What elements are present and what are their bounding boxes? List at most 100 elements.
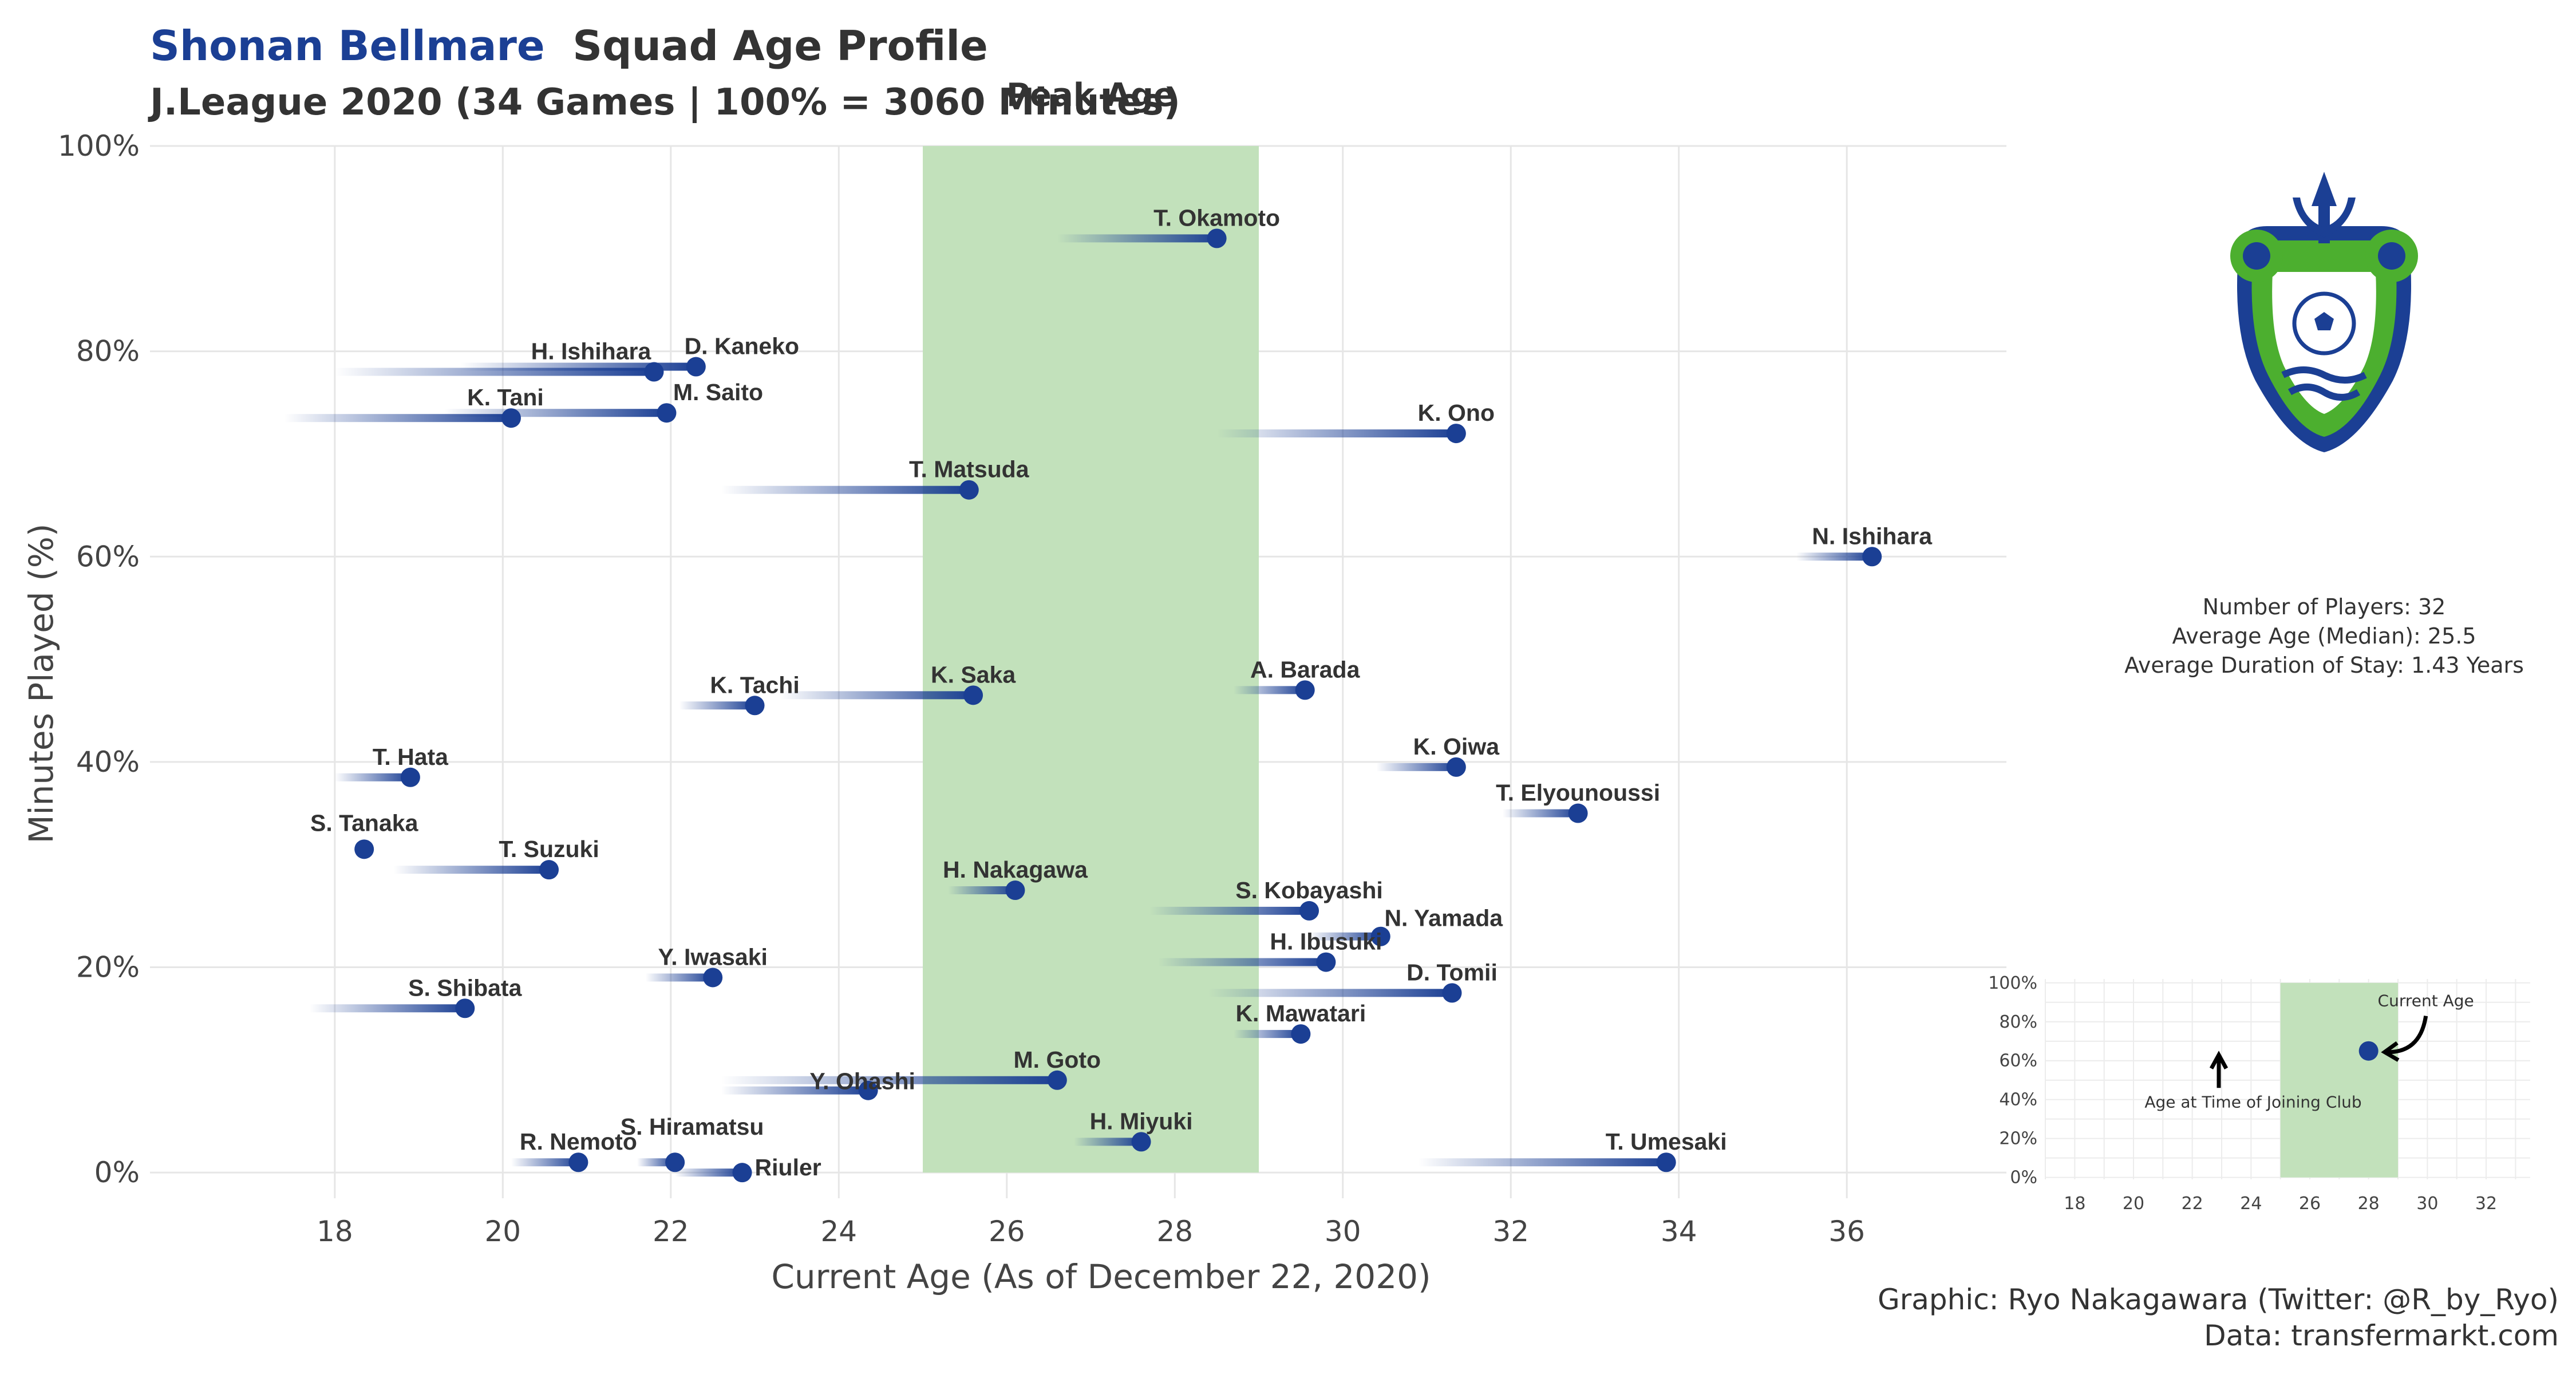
legend-y-tick: 40% [1999, 1090, 2037, 1110]
player-point [501, 408, 521, 428]
player-point [1131, 1132, 1151, 1152]
player-trail [1233, 1030, 1301, 1039]
player-trail [1208, 989, 1452, 997]
player-point [1446, 757, 1466, 777]
player-label: M. Saito [673, 379, 763, 405]
player-trail [1502, 809, 1578, 818]
legend-y-tick: 60% [1999, 1051, 2037, 1071]
player-label: T. Suzuki [499, 836, 599, 862]
legend-x-tick: 24 [2240, 1194, 2262, 1214]
player-label: H. Nakagawa [943, 856, 1088, 883]
player-label: T. Okamoto [1153, 204, 1280, 231]
player-label: N. Yamada [1384, 905, 1503, 931]
player-point [703, 968, 723, 988]
player-trail [334, 368, 654, 376]
stat-median-age: Average Age (Median): 25.5 [2172, 623, 2476, 649]
player-label: T. Matsuda [909, 456, 1030, 483]
player-label: A. Barada [1250, 656, 1361, 682]
player-label: S. Shibata [408, 974, 522, 1001]
player-trail [1074, 1138, 1141, 1146]
player-label: K. Oiwa [1413, 733, 1500, 760]
player-point [657, 403, 677, 423]
player-point [1295, 680, 1315, 700]
player-point [1291, 1024, 1311, 1044]
y-tick-label: 100% [58, 129, 140, 163]
legend-y-tick: 0% [2010, 1168, 2037, 1188]
player-trail [1216, 429, 1456, 438]
legend-x-tick: 30 [2416, 1194, 2438, 1214]
x-tick-label: 22 [653, 1215, 689, 1248]
player-trail [1376, 763, 1456, 771]
legend-x-tick: 26 [2299, 1194, 2321, 1214]
player-trail [511, 1158, 579, 1167]
legend-current-arrowhead [2381, 1041, 2400, 1062]
caption-credit: Graphic: Ryo Nakagawara (Twitter: @R_by_… [1878, 1283, 2559, 1316]
player-point [1316, 952, 1336, 972]
player-point [400, 767, 420, 787]
player-trail [780, 691, 974, 700]
x-tick-label: 34 [1661, 1215, 1697, 1248]
peak-age-band [923, 146, 1259, 1173]
player-point [959, 480, 979, 500]
player-point [1568, 803, 1588, 823]
legend-x-tick: 20 [2123, 1194, 2144, 1214]
player-label: H. Miyuki [1090, 1108, 1193, 1134]
legend-y-tick: 100% [1988, 973, 2037, 993]
player-point [1862, 547, 1882, 567]
x-tick-label: 32 [1492, 1215, 1529, 1248]
player-label: D. Kaneko [685, 333, 800, 360]
player-trail [334, 773, 410, 781]
legend-ticks: 18 20 22 24 26 28 30 32 0% 20% 40% 60% 80% 100% [1988, 973, 2497, 1214]
title-team: Shonan Bellmare [150, 22, 545, 70]
player-label: Y. Ohashi [809, 1068, 915, 1095]
player-trail [1418, 1158, 1666, 1167]
y-tick-label: 20% [76, 951, 140, 984]
club-crest-logo [2230, 172, 2418, 452]
x-axis-title: Current Age (As of December 22, 2020) [771, 1257, 1431, 1296]
stat-duration: Average Duration of Stay: 1.43 Years [2124, 653, 2524, 678]
player-trail [721, 485, 969, 494]
player-point [1207, 228, 1227, 248]
player-label: K. Mawatari [1235, 1000, 1366, 1026]
player-label: H. Ishihara [531, 338, 652, 364]
player-label: R. Nemoto [520, 1128, 637, 1155]
legend-joining-arrow [2209, 1051, 2229, 1088]
y-tick-label: 0% [94, 1156, 140, 1189]
player-trail [721, 1086, 868, 1095]
x-tick-label: 26 [989, 1215, 1025, 1248]
legend-peak-band [2280, 982, 2398, 1178]
player-label: T. Umesaki [1606, 1128, 1727, 1155]
player-point [1047, 1070, 1067, 1090]
x-tick-label: 20 [485, 1215, 521, 1248]
player-trail [1309, 932, 1381, 941]
player-label: Y. Iwasaki [658, 943, 767, 970]
legend-current-arrow [2384, 1016, 2428, 1055]
legend-x-tick: 28 [2358, 1194, 2380, 1214]
player-trail [1157, 958, 1326, 966]
player-labels: T. Okamoto D. Kaneko H. Ishihara M. Saito K.… [310, 204, 1933, 1180]
player-point [1299, 901, 1319, 921]
stat-players: Number of Players: 32 [2203, 594, 2446, 619]
player-trail [309, 1004, 465, 1013]
player-point [858, 1080, 878, 1100]
player-trail [675, 1168, 742, 1177]
player-trails [284, 234, 1872, 1177]
player-trail [393, 866, 550, 874]
x-tick-label: 28 [1156, 1215, 1193, 1248]
player-point [686, 357, 706, 377]
legend-y-tick: 20% [1999, 1129, 2037, 1149]
legend-x-tick: 18 [2064, 1194, 2085, 1214]
x-tick-label: 18 [317, 1215, 353, 1248]
chart-title: Shonan Bellmare Squad Age Profile [150, 22, 988, 70]
player-point [963, 685, 983, 705]
player-trail [679, 701, 755, 710]
axis-ticks: 18 20 22 24 26 28 30 32 34 36 0% 20% 40% 60% 80% 100% [58, 129, 1865, 1248]
player-label: D. Tomii [1406, 959, 1498, 985]
player-label: N. Ishihara [1812, 523, 1933, 549]
y-tick-label: 60% [76, 540, 140, 573]
player-point [1370, 926, 1390, 946]
player-points [354, 228, 1882, 1183]
legend-y-tick: 80% [1999, 1012, 2037, 1032]
player-point [644, 362, 664, 382]
